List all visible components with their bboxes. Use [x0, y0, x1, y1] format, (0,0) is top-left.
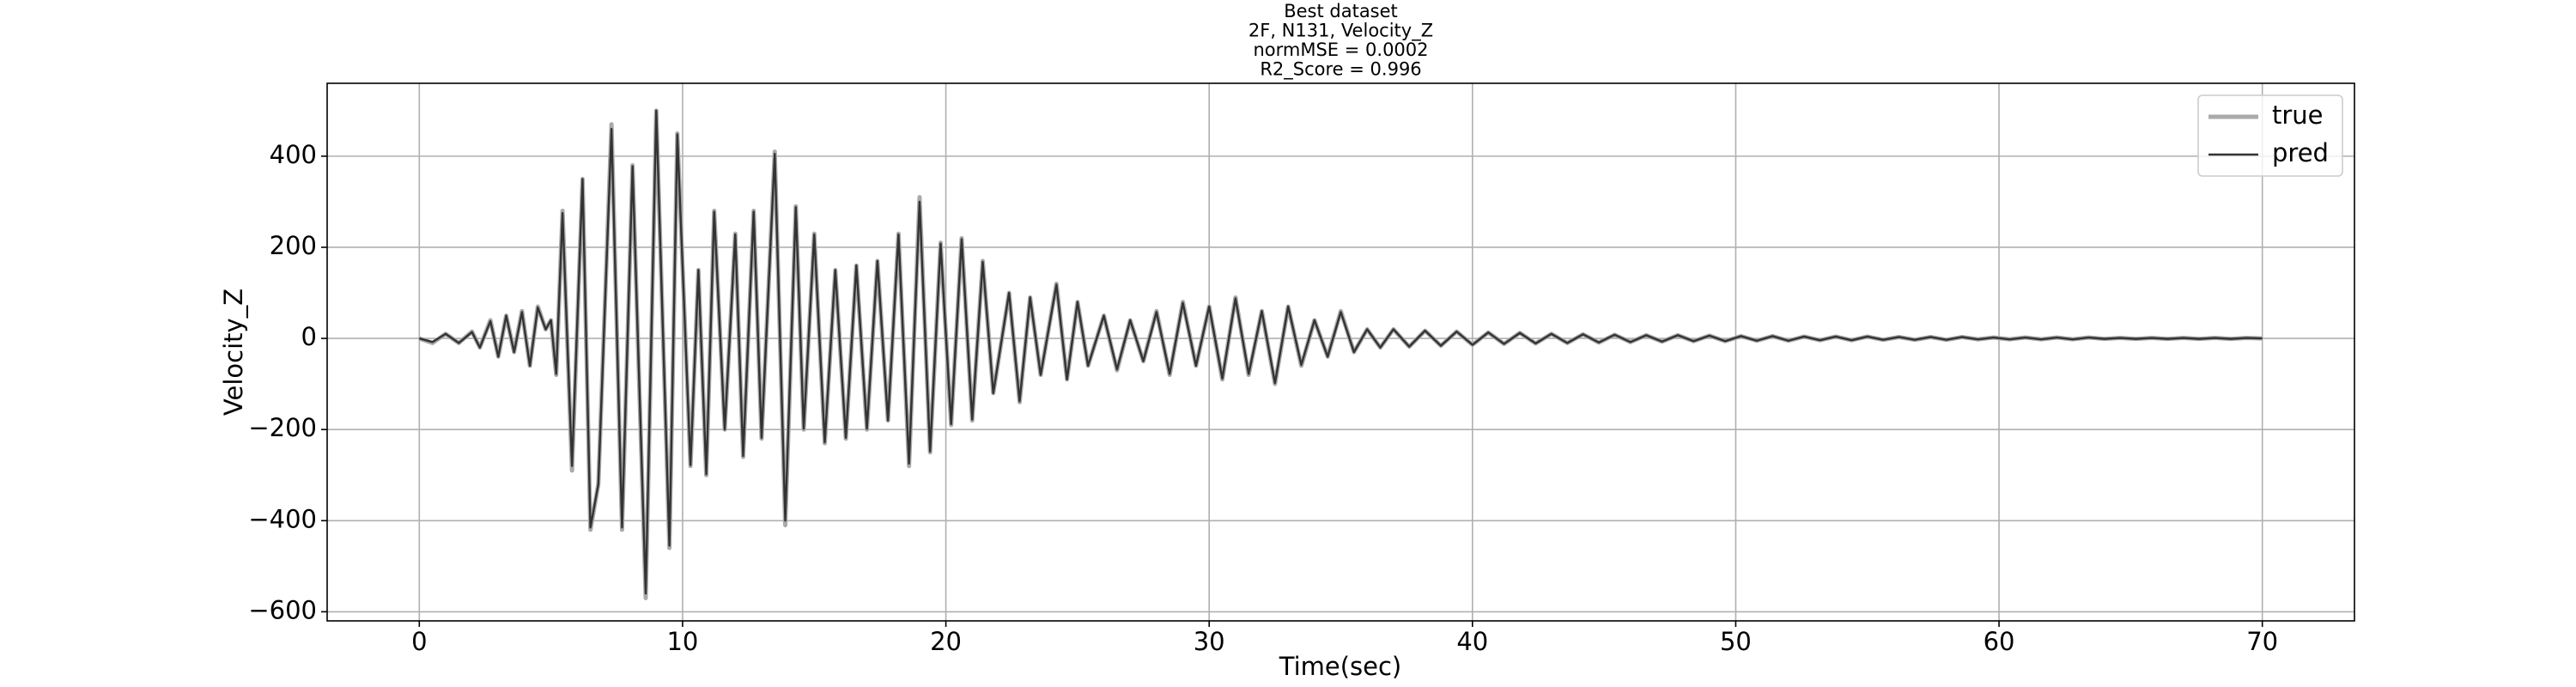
x-tick-label: 70: [2246, 627, 2278, 656]
x-tick-label: 0: [411, 627, 427, 656]
y-tick-label: 200: [270, 231, 317, 260]
y-tick-label: −400: [248, 504, 317, 533]
chart-title: normMSE = 0.0002: [1253, 40, 1428, 60]
data-line: [418, 109, 2263, 595]
chart-title: Best dataset: [1284, 1, 1398, 21]
x-axis-label: Time(sec): [1279, 652, 1402, 681]
y-tick-label: −600: [248, 595, 317, 624]
plot-frame: [326, 82, 2355, 622]
chart-title: R2_Score = 0.996: [1260, 59, 1421, 81]
x-tick-label: 40: [1456, 627, 1488, 656]
x-tick-label: 20: [930, 627, 962, 656]
y-tick-label: 400: [270, 140, 317, 169]
x-tick-label: 60: [1984, 627, 2015, 656]
y-axis-label: Velocity_Z: [219, 289, 248, 416]
legend-label: pred: [2272, 138, 2329, 167]
legend-label: true: [2272, 100, 2324, 130]
y-tick-label: −200: [248, 413, 317, 442]
x-tick-label: 10: [666, 627, 698, 656]
x-tick-label: 30: [1194, 627, 1225, 656]
chart-title: 2F, N131, Velocity_Z: [1249, 21, 1433, 42]
x-tick-label: 50: [1720, 627, 1752, 656]
y-tick-label: 0: [301, 322, 317, 351]
